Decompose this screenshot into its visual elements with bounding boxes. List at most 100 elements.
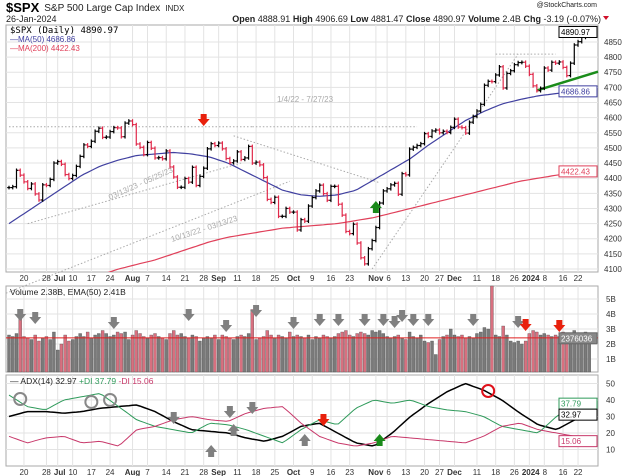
minus-di-value-label-box [558,435,598,448]
symbol: $SPX [6,0,40,15]
volume-bar [396,334,400,373]
volume-bar [291,336,296,373]
ohlc-bar [97,126,101,134]
ohlc-bar [310,195,315,208]
volume-bar [538,334,543,373]
x-tick-label: 20 [20,274,29,283]
ohlc-bar [523,60,528,69]
ohlc-bar [224,147,228,161]
x-tick-label: Aug [125,468,141,476]
x-tick-label: 11 [233,468,242,476]
ohlc-bar [18,168,23,177]
volume-bar [527,333,532,373]
adx-legend: — ADX(14) 32.97 +DI 37.79 -DI 15.06 [10,376,154,386]
ohlc-bar [497,64,502,77]
volume-bar [434,354,438,373]
ohlc-bar [70,173,75,181]
ohlc-bar [463,125,468,135]
ohlc-bar [141,145,146,157]
ohlc-bar [149,140,154,151]
ohlc-bar [104,135,109,140]
ohlc-bar [392,181,397,187]
gray-arrow-icon [298,434,311,446]
price-tick-label: 4100 [604,265,622,274]
volume-bar [321,334,326,373]
volume-bar [508,340,513,373]
ohlc-bar [44,183,49,188]
volume-bar [74,336,79,373]
ohlc-bar [33,182,38,196]
volume-bar [198,340,202,373]
x-tick-label: Jul [54,274,66,283]
x-tick-label: 23 [345,468,354,476]
ohlc-bar [512,62,517,73]
volume-bar [258,337,262,373]
adx-tick-label: 10 [606,446,615,455]
x-tick-label: 24 [106,468,115,476]
ohlc-bar [194,165,198,188]
ohlc-bar [239,150,243,162]
volume-bar [494,334,498,373]
volume-bar [449,328,453,373]
x-tick-label: 26 [510,468,519,476]
x-tick-label: 28 [42,468,51,476]
ohlc-bar [317,183,322,193]
ohlc-bar [52,161,56,182]
ohlc-bar [302,217,307,223]
adx-value-label: 32.97 [561,411,582,420]
volume-bar [56,349,60,373]
gray-down-arrow-icon [220,320,233,332]
volume-bar [85,331,90,373]
minus-di-value-label: 15.06 [561,437,582,446]
ohlc-bar [265,175,270,202]
x-tick-label: 16 [559,468,568,476]
x-tick-label: Sep [211,468,226,476]
security-name: S&P 500 Large Cap Index [44,3,160,14]
ohlc-bar [186,176,191,184]
ohlc-bar [564,65,569,78]
x-tick-label: 22 [574,274,583,283]
volume-bar [33,334,37,373]
ohlc-bar [325,191,330,203]
gray-down-arrow-icon [388,316,401,328]
minus-di-line [8,406,594,447]
ohlc-bar [456,117,461,129]
gray-arrow-icon [205,445,218,457]
ohlc-bar [220,141,225,151]
ohlc-bar [100,126,105,140]
x-tick-label: 7 [145,274,150,283]
volume-bar [100,330,105,373]
last-price-label: 4890.97 [561,28,590,37]
trendline-dotted [233,135,380,184]
ohlc-bar [561,60,565,70]
volume-tick-label: 2B [606,340,616,349]
volume-bar [243,336,247,373]
ohlc-bar [164,149,169,161]
ohlc-bar [85,143,90,149]
volume-bar [269,334,273,373]
x-tick-label: 11 [473,468,482,476]
volume-bar [501,325,505,373]
red-down-arrow-icon [519,319,532,331]
ohlc-bar [205,147,210,171]
volume-bar [460,334,464,373]
ohlc-bar [284,206,288,219]
volume-bar [261,336,266,373]
ohlc-bar [557,60,562,65]
volume-bar [583,331,588,373]
adx-line [8,382,594,447]
volume-bar [505,334,509,373]
price-tick-label: 4450 [604,159,622,168]
ohlc-bar [471,114,476,125]
volume-bar [299,336,303,373]
volume-bar [445,334,449,373]
x-tick-label: 25 [270,468,279,476]
ohlc-bar [374,225,378,243]
last-price-label-box [558,26,598,38]
highlight-circle [103,393,118,407]
ohlc-bar [93,129,97,144]
ohlc-bar [381,189,386,205]
volume-tick-label: 3B [606,325,616,334]
volume-bar [475,333,479,373]
volume-bar [314,336,318,373]
